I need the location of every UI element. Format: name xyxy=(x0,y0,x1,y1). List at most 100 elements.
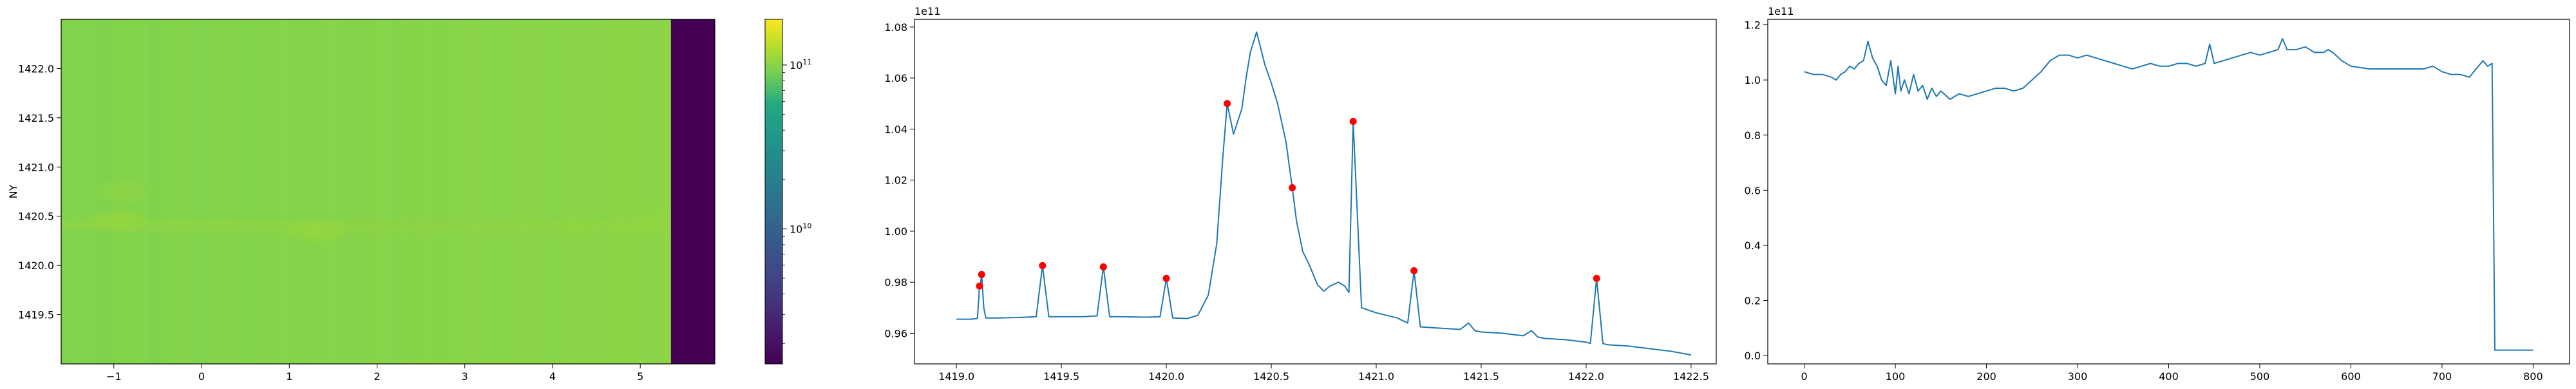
peaks-chart-y-tick-label: 1.04 xyxy=(884,123,907,135)
heatmap-x-tick-label: 1 xyxy=(286,370,292,383)
heatmap-column xyxy=(514,19,524,364)
heatmap-column xyxy=(287,19,297,364)
index-chart-x-tick-label: 700 xyxy=(2432,370,2452,383)
heatmap-column xyxy=(497,19,506,364)
peaks-chart-peak-marker xyxy=(1410,267,1418,274)
colorbar-tick-label: 1010 xyxy=(790,222,811,235)
heatmap-column xyxy=(261,19,271,364)
heatmap-column xyxy=(575,19,585,364)
heatmap-column xyxy=(331,19,341,364)
heatmap-column xyxy=(505,19,515,364)
peaks-chart-peak-marker xyxy=(1224,100,1231,108)
colorbar: 1010 1011 xyxy=(764,19,811,365)
peaks-chart-peak-marker xyxy=(1099,263,1107,270)
index-chart-x-tick-label: 500 xyxy=(2250,370,2270,383)
heatmap-column xyxy=(662,19,672,364)
heatmap-column xyxy=(270,19,279,364)
peaks-chart-peak-marker xyxy=(1039,261,1046,269)
heatmap-axes: −1 0 1 2 3 4 5 1419.5 1420.0 1420.5 1421.0 1421.5 14… xyxy=(7,19,715,383)
peaks-chart-peak-marker xyxy=(1162,274,1170,282)
heatmap-column xyxy=(410,19,419,364)
peaks-chart-x-tick-label: 1419.0 xyxy=(938,370,974,383)
index-chart-offset-text: 1e11 xyxy=(1768,5,1794,17)
peaks-chart-offset-text: 1e11 xyxy=(914,5,940,17)
peaks-chart-x-tick-label: 1421.5 xyxy=(1463,370,1499,383)
heatmap-column xyxy=(366,19,375,364)
heatmap-column xyxy=(156,19,166,364)
heatmap-column xyxy=(435,19,445,364)
peaks-line-chart: 1419.0 1419.5 1420.0 1420.5 1421.0 1421.5 1422… xyxy=(884,5,1717,383)
heatmap-column xyxy=(566,19,576,364)
heatmap-y-tick-label: 1420.0 xyxy=(18,260,54,272)
peaks-chart-y-tick-label: 1.00 xyxy=(884,225,907,238)
heatmap-column xyxy=(339,19,349,364)
index-chart-x-tick-label: 600 xyxy=(2341,370,2361,383)
index-chart-x-tick-label: 800 xyxy=(2523,370,2543,383)
heatmap-column xyxy=(305,19,314,364)
heatmap-image xyxy=(61,19,715,364)
heatmap-y-tick-label: 1420.5 xyxy=(18,211,54,223)
colorbar-tick-label: 1011 xyxy=(790,58,811,71)
heatmap-column xyxy=(79,19,88,364)
heatmap-x-tick-label: 3 xyxy=(462,370,468,383)
heatmap-column xyxy=(462,19,471,364)
heatmap-column xyxy=(279,19,289,364)
heatmap-column xyxy=(444,19,454,364)
heatmap-column xyxy=(531,19,541,364)
heatmap-y-tick-label: 1421.0 xyxy=(18,161,54,173)
heatmap-column xyxy=(418,19,428,364)
heatmap-column xyxy=(322,19,332,364)
heatmap-x-tick-label: −1 xyxy=(106,370,122,383)
heatmap-column xyxy=(392,19,402,364)
heatmap-column xyxy=(610,19,620,364)
heatmap-column xyxy=(549,19,558,364)
heatmap-hot-spot xyxy=(280,216,352,245)
heatmap-empty-region xyxy=(670,19,715,364)
peaks-chart-x-tick-label: 1422.5 xyxy=(1673,370,1709,383)
heatmap-column xyxy=(558,19,567,364)
peaks-chart-x-tick-label: 1421.0 xyxy=(1358,370,1394,383)
heatmap-column xyxy=(244,19,254,364)
heatmap-column xyxy=(645,19,654,364)
heatmap-column xyxy=(296,19,306,364)
heatmap-column xyxy=(627,19,637,364)
index-chart-y-tick-label: 0.8 xyxy=(1745,129,1761,142)
heatmap-column xyxy=(183,19,193,364)
heatmap-column xyxy=(427,19,437,364)
peaks-chart-peak-marker xyxy=(1593,274,1600,282)
heatmap-column xyxy=(235,19,245,364)
index-chart-x-tick-label: 200 xyxy=(1976,370,1996,383)
peaks-chart-x-tick-label: 1420.5 xyxy=(1253,370,1289,383)
peaks-chart-y-tick-label: 1.06 xyxy=(884,72,907,84)
heatmap-hot-spot xyxy=(82,207,154,236)
peaks-chart-y-tick-label: 1.02 xyxy=(884,175,907,187)
heatmap-column xyxy=(479,19,489,364)
heatmap-column xyxy=(348,19,358,364)
heatmap-y-tick-label: 1419.5 xyxy=(18,309,54,321)
peaks-chart-x-tick-label: 1422.0 xyxy=(1568,370,1604,383)
heatmap-x-tick-label: 0 xyxy=(198,370,205,383)
heatmap-column xyxy=(218,19,227,364)
index-chart-y-tick-label: 0.0 xyxy=(1745,350,1761,362)
heatmap-y-tick-label: 1422.0 xyxy=(18,62,54,75)
heatmap-column xyxy=(314,19,323,364)
peaks-chart-y-tick-label: 1.08 xyxy=(884,21,907,33)
heatmap-hot-spot xyxy=(87,177,158,206)
index-chart-frame xyxy=(1767,19,2570,365)
peaks-chart-peak-marker xyxy=(1349,118,1357,126)
heatmap-column xyxy=(374,19,384,364)
index-chart-x-tick-label: 300 xyxy=(2068,370,2088,383)
colorbar-gradient xyxy=(764,19,783,365)
heatmap-column xyxy=(200,19,210,364)
peaks-chart-peak-marker xyxy=(978,270,985,278)
heatmap-y-label: NY xyxy=(7,184,19,198)
heatmap-column xyxy=(636,19,645,364)
heatmap-column xyxy=(174,19,184,364)
heatmap-x-tick-label: 5 xyxy=(637,370,643,383)
peaks-chart-y-tick-label: 0.96 xyxy=(884,327,907,339)
heatmap-column xyxy=(592,19,602,364)
index-chart-y-tick-label: 1.0 xyxy=(1745,74,1761,86)
peaks-chart-peak-marker xyxy=(976,282,983,290)
heatmap-column xyxy=(470,19,480,364)
